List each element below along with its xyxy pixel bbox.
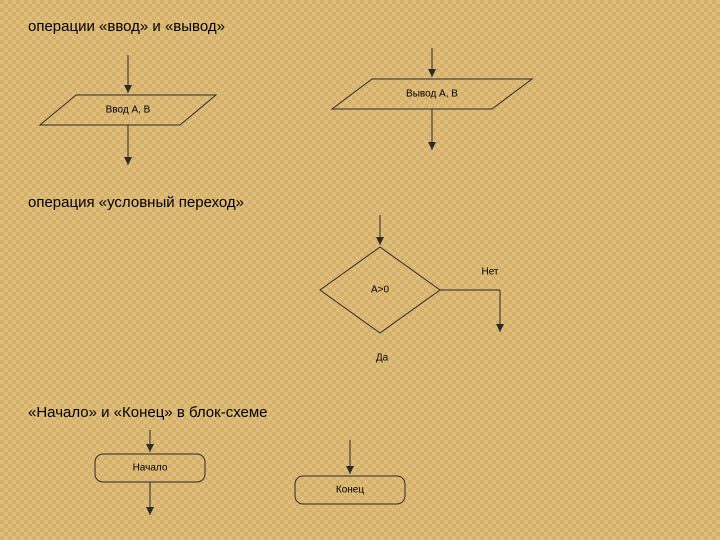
- decision-diamond-label: A>0: [371, 285, 389, 296]
- shapes-layer: [0, 0, 720, 540]
- output-parallelogram-label: Вывод A, B: [406, 89, 458, 100]
- branch-yes-label: Да: [376, 353, 388, 364]
- diagram-canvas: операции «ввод» и «вывод» операция «усло…: [0, 0, 720, 540]
- branch-no-label: Нет: [481, 267, 498, 278]
- input-parallelogram-label: Ввод A, B: [106, 105, 151, 116]
- end-terminal-label: Конец: [336, 485, 364, 496]
- start-terminal-label: Начало: [133, 463, 168, 474]
